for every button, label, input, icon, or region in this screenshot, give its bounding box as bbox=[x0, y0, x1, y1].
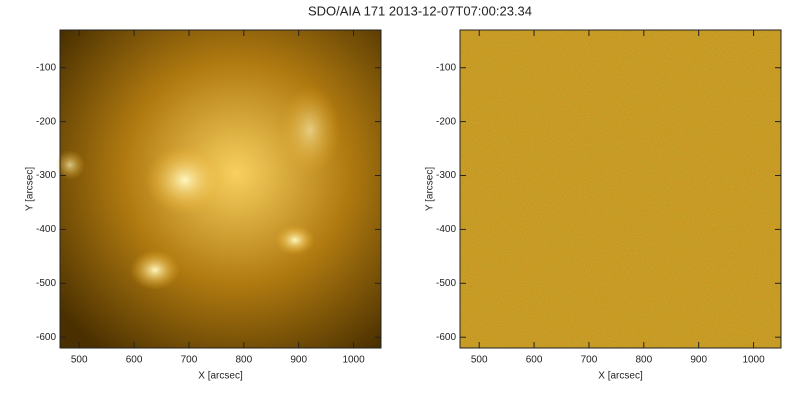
y-tick-label: -100 bbox=[36, 62, 56, 73]
x-axis-label: X [arcsec] bbox=[598, 371, 643, 382]
y-tick-label: -500 bbox=[436, 278, 456, 289]
y-tick-label: -300 bbox=[436, 170, 456, 181]
x-tick-label: 500 bbox=[71, 355, 88, 366]
y-tick-label: -500 bbox=[36, 278, 56, 289]
y-tick-label: -600 bbox=[36, 332, 56, 343]
x-axis-label: X [arcsec] bbox=[198, 371, 243, 382]
y-axis-label: Y [arcsec] bbox=[425, 167, 436, 211]
x-tick-label: 1000 bbox=[342, 355, 365, 366]
x-tick-label: 1000 bbox=[742, 355, 765, 366]
x-tick-label: 800 bbox=[235, 355, 252, 366]
axes-frame bbox=[59, 29, 382, 349]
chart-title: SDO/AIA 171 2013-12-07T07:00:23.34 bbox=[308, 3, 532, 18]
x-tick-label: 700 bbox=[181, 355, 198, 366]
y-tick-label: -400 bbox=[36, 224, 56, 235]
y-axis-label: Y [arcsec] bbox=[25, 167, 36, 211]
y-tick-label: -300 bbox=[36, 170, 56, 181]
y-tick-label: -200 bbox=[436, 116, 456, 127]
x-tick-label: 700 bbox=[581, 355, 598, 366]
image-left bbox=[55, 30, 381, 348]
x-tick-label: 600 bbox=[526, 355, 543, 366]
x-tick-label: 900 bbox=[690, 355, 707, 366]
x-tick-label: 800 bbox=[635, 355, 652, 366]
axes-frame bbox=[459, 29, 782, 349]
x-tick-label: 500 bbox=[471, 355, 488, 366]
y-tick-label: -100 bbox=[436, 62, 456, 73]
image-right bbox=[460, 30, 781, 348]
y-tick-label: -600 bbox=[436, 332, 456, 343]
x-tick-label: 600 bbox=[126, 355, 143, 366]
x-tick-label: 900 bbox=[290, 355, 307, 366]
y-tick-label: -200 bbox=[36, 116, 56, 127]
y-tick-label: -400 bbox=[436, 224, 456, 235]
